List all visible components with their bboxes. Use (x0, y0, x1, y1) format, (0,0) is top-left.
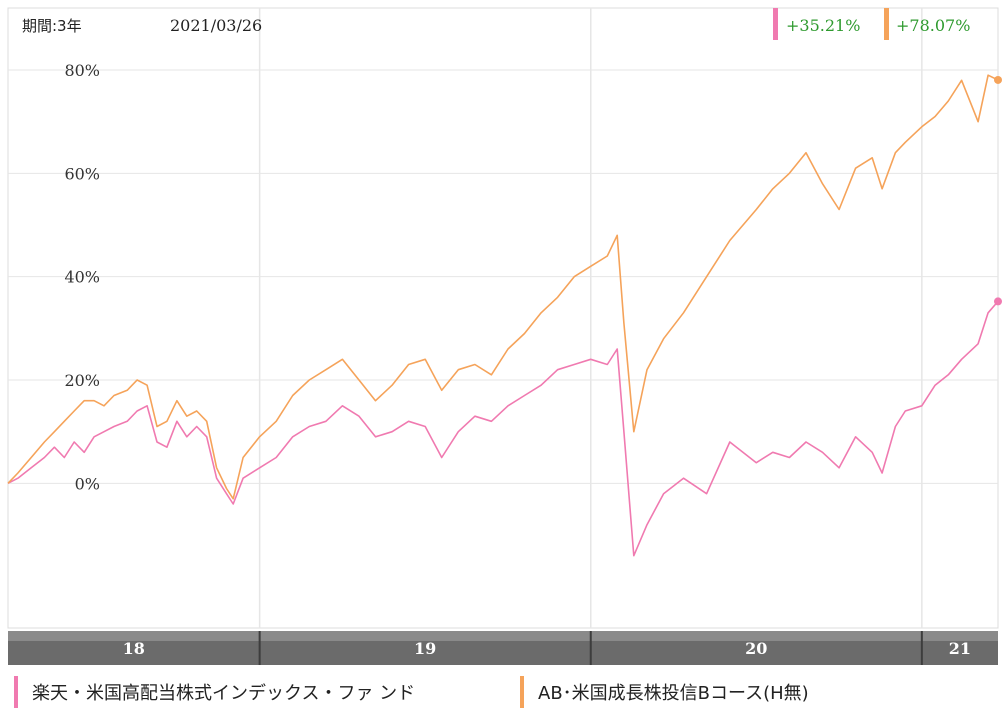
series-lines (7, 74, 1002, 557)
x-axis-band-highlight (8, 631, 998, 641)
y-tick-label: 60% (64, 164, 100, 183)
x-tick-label: 20 (745, 639, 767, 658)
y-tick-label: 20% (64, 371, 100, 390)
x-axis-band: 18 19 20 21 (8, 631, 998, 665)
series-line-2 (7, 74, 999, 500)
series-end-point-1 (994, 297, 1002, 306)
date-label: 2021/03/26 (170, 16, 262, 35)
series-line-1 (7, 300, 999, 557)
badge-value-1: +35.21% (786, 16, 860, 35)
legend-swatch-1 (14, 676, 18, 708)
badge-value-2: +78.07% (896, 16, 970, 35)
legend-item-2: AB･米国成長株投信Bコース(H無) (520, 672, 809, 712)
series-end-point-2 (994, 75, 1002, 84)
y-tick-label: 80% (64, 61, 100, 80)
legend-label-1: 楽天・米国高配当株式インデックス・ファ ンド (32, 683, 416, 704)
y-tick-label: 40% (64, 268, 100, 287)
legend-label-2: AB･米国成長株投信Bコース(H無) (538, 683, 809, 704)
legend-swatch-2 (520, 676, 524, 708)
legend-item-1: 楽天・米国高配当株式インデックス・ファ ンド (14, 672, 415, 712)
y-tick-label: 0% (75, 474, 100, 493)
x-tick-label: 19 (414, 639, 436, 658)
chart-header: 期間:3年 2021/03/26 +35.21% +78.07% (22, 8, 970, 40)
period-label: 期間:3年 (22, 17, 82, 35)
x-tick-label: 18 (123, 639, 145, 658)
grid: 0% 20% 40% 60% 80% (7, 7, 999, 629)
x-tick-label: 21 (949, 639, 971, 658)
badge-swatch-2 (884, 8, 889, 40)
plot-frame (7, 7, 999, 629)
badge-swatch-1 (773, 8, 778, 40)
